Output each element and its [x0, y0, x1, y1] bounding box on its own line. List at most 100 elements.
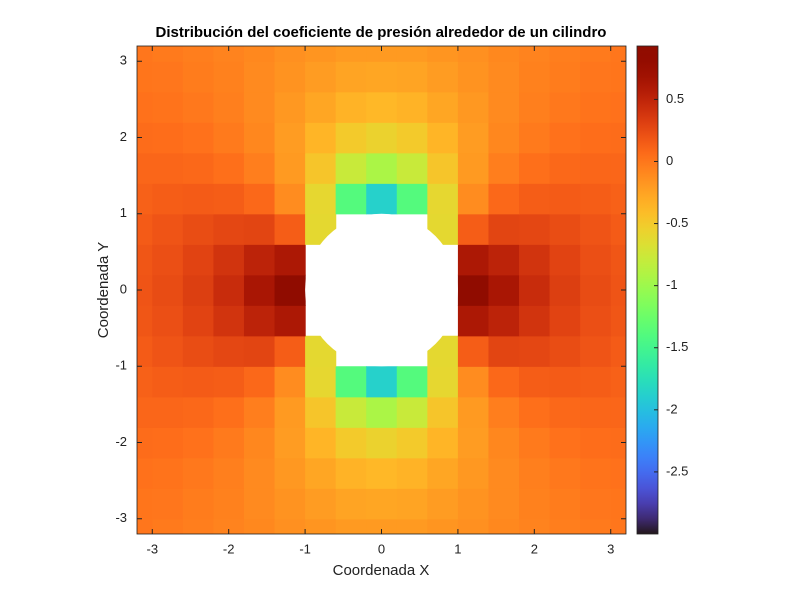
- field-cell: [549, 518, 581, 534]
- field-cell: [457, 427, 490, 459]
- field-cell: [243, 305, 276, 337]
- field-cell: [152, 213, 184, 245]
- field-cell: [457, 518, 490, 534]
- field-cell: [457, 396, 490, 428]
- field-cell: [152, 274, 184, 306]
- field-cell: [580, 518, 612, 534]
- field-cell: [366, 366, 398, 398]
- field-cell: [137, 61, 153, 93]
- field-cell: [427, 122, 459, 154]
- field-cell: [366, 122, 398, 154]
- field-cell: [274, 427, 306, 459]
- field-cell: [457, 335, 490, 367]
- field-cell: [549, 213, 581, 245]
- field-cell: [580, 488, 612, 520]
- field-cell: [213, 396, 245, 428]
- field-cell: [182, 366, 215, 398]
- field-cell: [580, 152, 612, 184]
- field-cell: [182, 244, 215, 276]
- field-cell: [274, 46, 306, 62]
- field-cell: [305, 183, 337, 215]
- field-cell: [427, 152, 459, 184]
- field-cell: [580, 274, 612, 306]
- field-cell: [213, 457, 245, 489]
- overlay: -3 -2 -1 0 1 2 3 -3 -2 -1 0 1 2 3 -2.5 -2 -1.5 -1 -0.5 0 0.5: [115, 45, 688, 556]
- field-cell: [519, 122, 551, 154]
- field-cell: [243, 335, 276, 367]
- field-cell: [274, 335, 306, 367]
- field-cell: [610, 46, 626, 62]
- field-cell: [610, 457, 626, 489]
- field-cell: [610, 427, 626, 459]
- field-cell: [457, 61, 490, 93]
- field-cell: [457, 213, 490, 245]
- x-tick-label: -3: [147, 541, 159, 556]
- field-cell: [488, 305, 520, 337]
- field-cell: [182, 61, 215, 93]
- field-cell: [152, 46, 184, 62]
- field-cell: [610, 366, 626, 398]
- field-cell: [274, 366, 306, 398]
- field-cell: [182, 335, 215, 367]
- field-cell: [182, 305, 215, 337]
- field-cell: [457, 122, 490, 154]
- field-cell: [152, 305, 184, 337]
- field-cell: [580, 46, 612, 62]
- field-cell: [488, 152, 520, 184]
- field-cell: [396, 396, 428, 428]
- field-cell: [580, 335, 612, 367]
- field-cell: [305, 457, 337, 489]
- field-cell: [137, 457, 153, 489]
- field-cell: [137, 91, 153, 123]
- field-cell: [519, 244, 551, 276]
- field-cell: [152, 244, 184, 276]
- field-cell: [213, 366, 245, 398]
- field-cell: [137, 427, 153, 459]
- field-cell: [305, 91, 337, 123]
- field-cell: [549, 366, 581, 398]
- field-cell: [396, 46, 428, 62]
- field-cell: [580, 427, 612, 459]
- field-cell: [366, 46, 398, 62]
- field-cell: [243, 274, 276, 306]
- field-cell: [335, 366, 367, 398]
- colorbar-tick-label: -1: [666, 277, 678, 292]
- colorbar-tick-label: -2.5: [666, 463, 688, 478]
- field-cell: [305, 488, 337, 520]
- field-cell: [519, 213, 551, 245]
- x-tick-label: 3: [607, 541, 614, 556]
- field-cell: [457, 274, 490, 306]
- y-tick-label: 0: [120, 281, 127, 296]
- field-cell: [427, 46, 459, 62]
- field-cell: [335, 518, 367, 534]
- field-cell: [427, 61, 459, 93]
- x-tick-label: 1: [454, 541, 461, 556]
- field-cell: [213, 183, 245, 215]
- y-axis-label: Coordenada Y: [95, 242, 112, 338]
- field-cell: [396, 488, 428, 520]
- field-cell: [213, 122, 245, 154]
- field-cell: [488, 61, 520, 93]
- field-cell: [182, 488, 215, 520]
- field-cell: [366, 61, 398, 93]
- field-cell: [305, 46, 337, 62]
- field-cell: [366, 396, 398, 428]
- field-cell: [243, 518, 276, 534]
- field-cell: [549, 457, 581, 489]
- field-cell: [519, 183, 551, 215]
- field-cell: [243, 366, 276, 398]
- field-cell: [182, 91, 215, 123]
- field-cell: [182, 152, 215, 184]
- field-cell: [549, 274, 581, 306]
- field-cell: [610, 305, 626, 337]
- field-cell: [137, 488, 153, 520]
- field-cell: [305, 122, 337, 154]
- field-cell: [396, 91, 428, 123]
- field-cell: [305, 152, 337, 184]
- field-cell: [396, 152, 428, 184]
- field-cell: [274, 183, 306, 215]
- field-cell: [519, 457, 551, 489]
- field-cell: [243, 213, 276, 245]
- field-cell: [152, 91, 184, 123]
- field-cell: [580, 244, 612, 276]
